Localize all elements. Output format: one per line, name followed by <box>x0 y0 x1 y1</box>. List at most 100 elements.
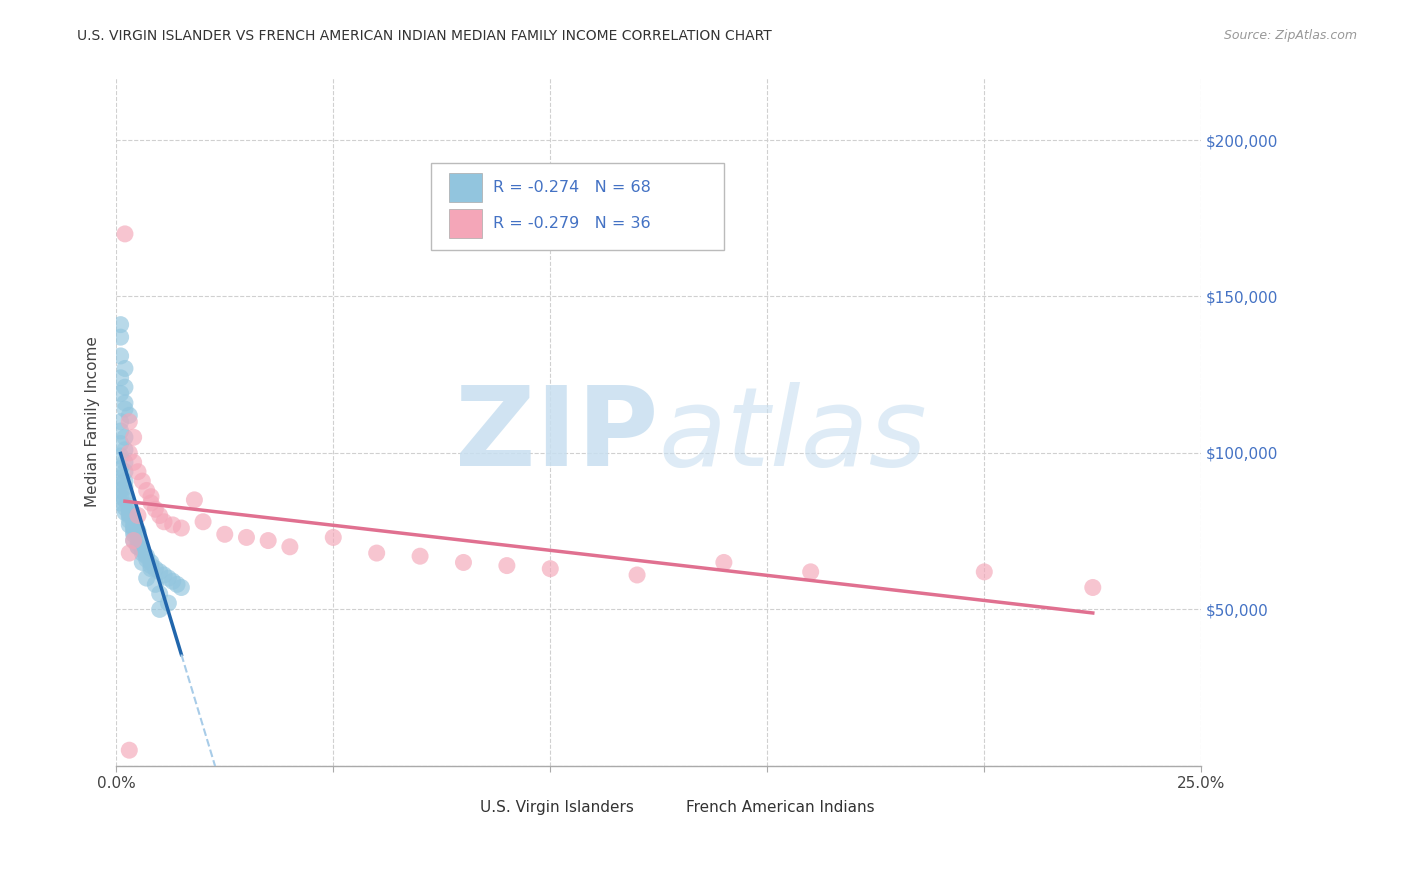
Text: U.S. Virgin Islanders: U.S. Virgin Islanders <box>479 799 634 814</box>
Point <box>110 424 132 438</box>
Point <box>127 530 149 544</box>
Point <box>139 558 162 573</box>
Point <box>183 492 205 507</box>
Point <box>139 562 162 576</box>
Point <box>118 507 141 521</box>
Point <box>114 227 136 241</box>
Point <box>110 330 132 344</box>
Point <box>322 530 344 544</box>
Point <box>496 558 519 573</box>
Point <box>127 540 149 554</box>
Point <box>538 562 561 576</box>
Point <box>110 496 132 510</box>
Point <box>122 524 145 538</box>
Point <box>235 530 257 544</box>
Point <box>139 556 162 570</box>
Point <box>157 571 180 585</box>
Point <box>118 517 141 532</box>
Point <box>278 540 301 554</box>
Point <box>143 562 166 576</box>
Point <box>135 552 157 566</box>
Point <box>131 543 153 558</box>
Point <box>135 549 157 564</box>
Point <box>114 380 136 394</box>
Point <box>127 540 149 554</box>
Point <box>110 415 132 429</box>
Point <box>131 474 153 488</box>
Point <box>114 474 136 488</box>
Point <box>153 568 176 582</box>
Point <box>122 527 145 541</box>
Point <box>713 556 735 570</box>
Point <box>626 568 648 582</box>
Y-axis label: Median Family Income: Median Family Income <box>86 336 100 507</box>
Point <box>114 396 136 410</box>
Point <box>127 524 149 538</box>
Point <box>110 471 132 485</box>
Point <box>139 490 162 504</box>
Text: Source: ZipAtlas.com: Source: ZipAtlas.com <box>1223 29 1357 42</box>
Point <box>157 596 180 610</box>
Point <box>1081 581 1104 595</box>
Point <box>122 533 145 548</box>
Point <box>122 521 145 535</box>
Point <box>118 546 141 560</box>
Point <box>153 515 176 529</box>
Point <box>114 505 136 519</box>
Point <box>257 533 280 548</box>
Point <box>118 446 141 460</box>
Point <box>122 519 145 533</box>
Point <box>143 502 166 516</box>
Point <box>139 496 162 510</box>
Point <box>114 442 136 457</box>
Text: atlas: atlas <box>659 382 928 489</box>
Point <box>118 499 141 513</box>
Point <box>149 565 172 579</box>
Point <box>110 318 132 332</box>
Point <box>170 521 193 535</box>
Point <box>114 402 136 417</box>
Text: French American Indians: French American Indians <box>686 799 875 814</box>
Point <box>110 483 132 498</box>
FancyBboxPatch shape <box>450 209 482 238</box>
Point <box>118 508 141 523</box>
Point <box>149 508 172 523</box>
Point <box>122 430 145 444</box>
Text: R = -0.274   N = 68: R = -0.274 N = 68 <box>492 180 651 195</box>
FancyBboxPatch shape <box>648 797 675 817</box>
Point <box>114 430 136 444</box>
Point <box>122 455 145 469</box>
Point <box>149 602 172 616</box>
Point <box>122 515 145 529</box>
Point <box>114 492 136 507</box>
Point <box>110 449 132 463</box>
Point <box>135 483 157 498</box>
Point <box>114 480 136 494</box>
Point <box>114 486 136 500</box>
Point <box>366 546 388 560</box>
Text: U.S. VIRGIN ISLANDER VS FRENCH AMERICAN INDIAN MEDIAN FAMILY INCOME CORRELATION : U.S. VIRGIN ISLANDER VS FRENCH AMERICAN … <box>77 29 772 43</box>
Point <box>114 500 136 515</box>
Point <box>118 513 141 527</box>
Point <box>409 549 432 564</box>
FancyBboxPatch shape <box>430 163 724 250</box>
Point <box>127 537 149 551</box>
Point <box>191 515 214 529</box>
Point <box>162 517 184 532</box>
Point <box>110 461 132 475</box>
Point <box>122 533 145 548</box>
Text: R = -0.279   N = 36: R = -0.279 N = 36 <box>492 216 651 231</box>
Point <box>453 556 475 570</box>
Point <box>170 581 193 595</box>
Point <box>149 587 172 601</box>
Point <box>973 565 995 579</box>
Point <box>143 577 166 591</box>
Point <box>114 465 136 479</box>
Point <box>162 574 184 589</box>
Point <box>122 511 145 525</box>
Point <box>135 571 157 585</box>
Point <box>114 455 136 469</box>
Point <box>110 371 132 385</box>
Point <box>110 436 132 450</box>
Point <box>131 556 153 570</box>
